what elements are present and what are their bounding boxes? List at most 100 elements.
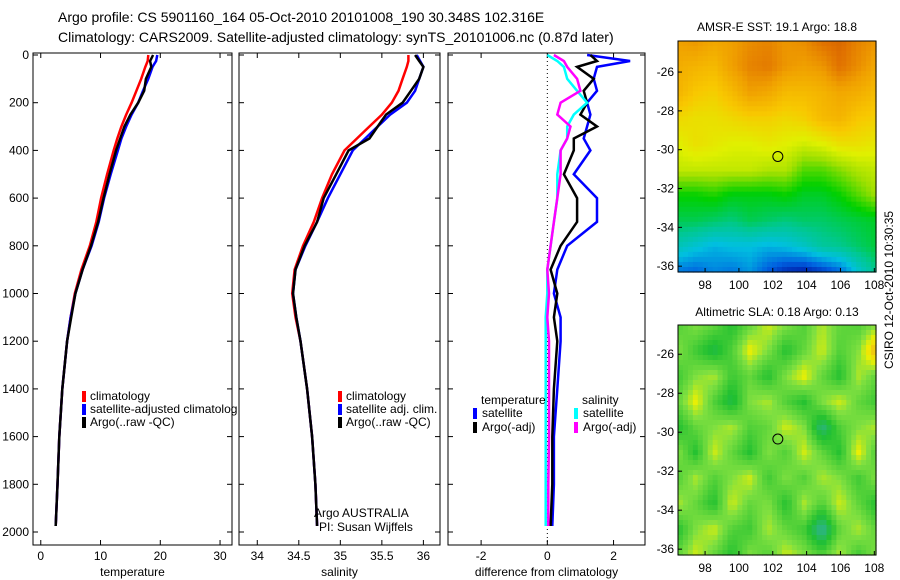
map-cell	[841, 266, 847, 273]
lon-tick-label: 98	[698, 561, 712, 575]
map-cell	[717, 545, 724, 551]
map-cell	[717, 196, 724, 203]
map-cell	[697, 141, 704, 148]
map-cell	[841, 111, 847, 117]
map-cell	[747, 440, 753, 446]
map-cell	[846, 400, 852, 406]
map-cell	[851, 510, 857, 516]
y-tick-label: 1000	[2, 287, 29, 301]
map-cell	[796, 355, 803, 361]
map-cell	[806, 146, 813, 153]
map-cell	[811, 241, 818, 248]
map-cell	[772, 325, 778, 331]
map-cell	[866, 41, 872, 47]
map-cell	[732, 71, 738, 77]
map-cell	[682, 480, 689, 486]
map-cell	[682, 256, 689, 263]
map-cell	[816, 410, 823, 416]
map-cell	[772, 201, 778, 208]
map-cell	[796, 171, 803, 178]
map-cell	[841, 136, 847, 143]
map-cell	[767, 325, 773, 331]
map-cell	[801, 126, 808, 132]
map-cell	[722, 236, 729, 243]
map-cell	[851, 520, 857, 526]
y-tick-label: 600	[9, 191, 29, 205]
map-cell	[841, 116, 847, 122]
map-cell	[707, 46, 714, 52]
map-cell	[786, 430, 793, 436]
map-cell	[831, 151, 837, 158]
map-cell	[737, 176, 743, 183]
map-cell	[732, 241, 738, 248]
map-cell	[861, 480, 867, 486]
map-cell	[791, 375, 798, 381]
map-cell	[722, 380, 729, 386]
map-cell	[732, 340, 738, 346]
map-cell	[742, 405, 748, 411]
map-cell	[767, 81, 773, 87]
map-cell	[856, 370, 862, 376]
map-cell	[796, 201, 803, 208]
map-cell	[737, 485, 743, 491]
map-cell	[781, 535, 788, 541]
map-cell	[737, 330, 743, 336]
map-cell	[752, 156, 758, 163]
map-cell	[687, 206, 694, 213]
map-cell	[697, 410, 704, 416]
map-cell	[811, 395, 818, 401]
map-cell	[871, 46, 877, 52]
map-cell	[871, 490, 877, 496]
map-cell	[678, 81, 684, 87]
map-cell	[806, 166, 813, 173]
map-cell	[687, 370, 694, 376]
map-cell	[777, 76, 783, 82]
map-cell	[816, 216, 823, 223]
map-cell	[777, 345, 783, 351]
map-cell	[806, 465, 813, 471]
map-cell	[836, 405, 842, 411]
map-cell	[762, 86, 768, 92]
map-cell	[856, 196, 862, 203]
map-cell	[791, 385, 798, 391]
map-cell	[806, 480, 813, 486]
map-cell	[826, 141, 833, 148]
map-cell	[777, 141, 783, 148]
map-cell	[791, 41, 798, 47]
map-cell	[727, 236, 734, 243]
map-cell	[742, 395, 748, 401]
map-cell	[737, 91, 743, 97]
map-cell	[692, 460, 699, 466]
map-cell	[682, 350, 689, 356]
map-cell	[682, 126, 689, 132]
series-line-argo--adj-	[546, 53, 582, 526]
map-cell	[737, 325, 743, 331]
map-cell	[692, 360, 699, 366]
map-cell	[692, 480, 699, 486]
map-cell	[871, 535, 877, 541]
map-cell	[831, 171, 837, 178]
map-cell	[712, 430, 719, 436]
map-cell	[781, 41, 788, 47]
map-cell	[727, 216, 734, 223]
map-cell	[737, 350, 743, 356]
map-cell	[678, 550, 684, 556]
map-cell	[707, 370, 714, 376]
map-cell	[851, 216, 857, 223]
map-cell	[752, 440, 758, 446]
map-cell	[816, 425, 823, 431]
map-cell	[767, 206, 773, 213]
map-cell	[762, 535, 768, 541]
map-cell	[702, 465, 709, 471]
map-cell	[678, 96, 684, 102]
map-cell	[861, 445, 867, 451]
map-cell	[762, 520, 768, 526]
map-cell	[856, 480, 862, 486]
map-cell	[687, 325, 694, 331]
map-cell	[856, 425, 862, 431]
map-cell	[821, 81, 828, 87]
map-cell	[722, 221, 729, 228]
map-cell	[796, 525, 803, 531]
map-cell	[767, 116, 773, 122]
